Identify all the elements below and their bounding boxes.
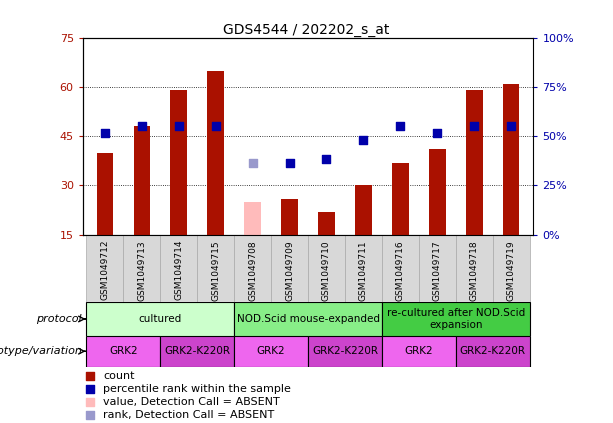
Text: GRK2-K220R: GRK2-K220R xyxy=(164,346,230,356)
Bar xyxy=(466,91,482,235)
Text: GSM1049719: GSM1049719 xyxy=(507,240,516,301)
Bar xyxy=(308,336,382,367)
Text: GSM1049714: GSM1049714 xyxy=(174,240,183,300)
Text: cultured: cultured xyxy=(139,314,182,324)
Bar xyxy=(503,84,519,235)
Text: GRK2-K220R: GRK2-K220R xyxy=(460,346,526,356)
Bar xyxy=(97,153,113,235)
Bar xyxy=(234,235,271,302)
Point xyxy=(432,130,442,137)
Point xyxy=(137,123,147,130)
Bar xyxy=(493,235,530,302)
Point xyxy=(395,123,405,130)
Point xyxy=(211,123,221,130)
Point xyxy=(470,123,479,130)
Text: GRK2: GRK2 xyxy=(257,346,286,356)
Bar xyxy=(134,126,150,235)
Text: GSM1049718: GSM1049718 xyxy=(470,240,479,301)
Text: GDS4544 / 202202_s_at: GDS4544 / 202202_s_at xyxy=(223,23,390,37)
Bar xyxy=(308,235,345,302)
Bar xyxy=(345,235,382,302)
Bar xyxy=(382,235,419,302)
Bar xyxy=(86,235,123,302)
Bar xyxy=(281,198,298,235)
Text: GSM1049712: GSM1049712 xyxy=(101,240,109,300)
Text: percentile rank within the sample: percentile rank within the sample xyxy=(103,384,291,394)
Text: NOD.Scid mouse-expanded: NOD.Scid mouse-expanded xyxy=(237,314,379,324)
Bar xyxy=(382,336,455,367)
Bar xyxy=(197,235,234,302)
Text: protocol: protocol xyxy=(36,314,82,324)
Bar xyxy=(455,336,530,367)
Point xyxy=(100,130,110,137)
Point xyxy=(322,156,332,162)
Text: GSM1049716: GSM1049716 xyxy=(396,240,405,301)
Text: GSM1049710: GSM1049710 xyxy=(322,240,331,301)
Text: genotype/variation: genotype/variation xyxy=(0,346,82,356)
Bar xyxy=(86,302,234,336)
Point xyxy=(284,159,294,166)
Text: GSM1049715: GSM1049715 xyxy=(211,240,220,301)
Bar xyxy=(245,202,261,235)
Text: GRK2: GRK2 xyxy=(405,346,433,356)
Bar xyxy=(419,235,455,302)
Bar xyxy=(382,302,530,336)
Text: re-cultured after NOD.Scid
expansion: re-cultured after NOD.Scid expansion xyxy=(387,308,525,330)
Text: count: count xyxy=(103,371,134,381)
Text: GRK2-K220R: GRK2-K220R xyxy=(312,346,378,356)
Text: value, Detection Call = ABSENT: value, Detection Call = ABSENT xyxy=(103,397,280,407)
Bar xyxy=(455,235,493,302)
Bar xyxy=(123,235,161,302)
Text: rank, Detection Call = ABSENT: rank, Detection Call = ABSENT xyxy=(103,410,274,420)
Point xyxy=(365,119,375,126)
Bar xyxy=(161,336,234,367)
Bar xyxy=(234,336,308,367)
Point xyxy=(359,136,368,143)
Text: GSM1049711: GSM1049711 xyxy=(359,240,368,301)
Bar xyxy=(234,302,382,336)
Bar xyxy=(271,235,308,302)
Bar xyxy=(355,185,371,235)
Point xyxy=(248,159,257,166)
Bar xyxy=(207,71,224,235)
Point xyxy=(506,123,516,130)
Text: GSM1049708: GSM1049708 xyxy=(248,240,257,301)
Text: GRK2: GRK2 xyxy=(109,346,138,356)
Point xyxy=(365,237,375,244)
Bar xyxy=(429,149,446,235)
Bar xyxy=(392,162,409,235)
Point xyxy=(365,0,375,7)
Bar xyxy=(318,212,335,235)
Bar xyxy=(170,91,187,235)
Text: GSM1049717: GSM1049717 xyxy=(433,240,442,301)
Bar xyxy=(86,336,161,367)
Bar xyxy=(161,235,197,302)
Point xyxy=(174,123,184,130)
Point xyxy=(365,356,375,363)
Text: GSM1049709: GSM1049709 xyxy=(285,240,294,301)
Text: GSM1049713: GSM1049713 xyxy=(137,240,147,301)
